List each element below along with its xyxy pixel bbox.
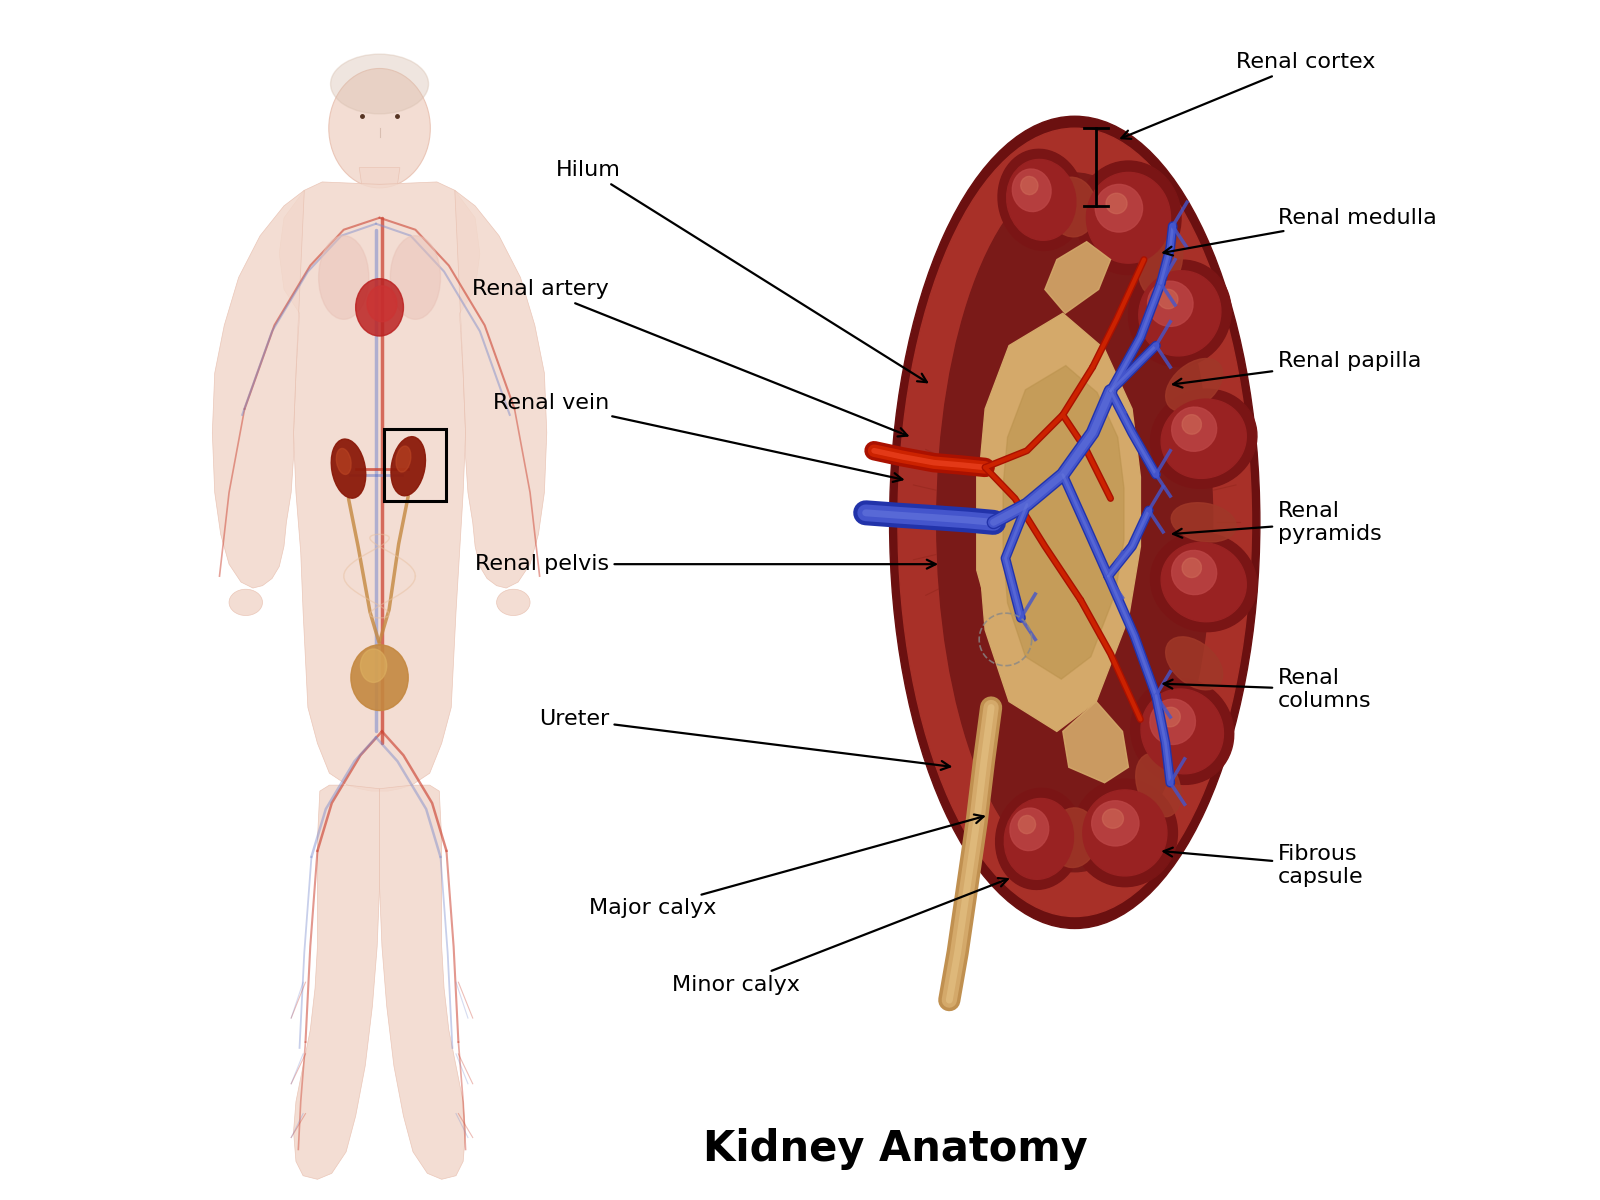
Text: Renal papilla: Renal papilla — [1173, 352, 1421, 388]
Ellipse shape — [1171, 551, 1216, 595]
Polygon shape — [360, 168, 400, 185]
Ellipse shape — [336, 449, 350, 474]
Polygon shape — [379, 785, 466, 1180]
Ellipse shape — [998, 149, 1085, 251]
Ellipse shape — [1128, 260, 1230, 366]
Text: Renal artery: Renal artery — [472, 280, 907, 437]
Ellipse shape — [1150, 389, 1258, 488]
Ellipse shape — [331, 54, 429, 114]
Ellipse shape — [890, 116, 1259, 929]
Ellipse shape — [1050, 808, 1098, 868]
Polygon shape — [979, 313, 1141, 731]
Ellipse shape — [1162, 400, 1246, 479]
Ellipse shape — [328, 68, 430, 188]
Text: Renal
columns: Renal columns — [1163, 668, 1371, 712]
Ellipse shape — [1006, 160, 1075, 240]
Ellipse shape — [1072, 779, 1178, 887]
Bar — [384, 430, 446, 500]
Polygon shape — [213, 191, 304, 588]
Ellipse shape — [1171, 407, 1216, 451]
Ellipse shape — [1131, 678, 1234, 785]
Polygon shape — [1045, 241, 1110, 313]
Ellipse shape — [1010, 808, 1048, 851]
Text: Renal pelvis: Renal pelvis — [475, 554, 936, 574]
Ellipse shape — [1091, 800, 1139, 846]
Ellipse shape — [390, 235, 440, 319]
Text: Renal
pyramids: Renal pyramids — [1173, 500, 1381, 544]
Ellipse shape — [1166, 637, 1222, 690]
Ellipse shape — [496, 589, 530, 616]
Ellipse shape — [1166, 359, 1222, 412]
Text: Kidney Anatomy: Kidney Anatomy — [702, 1128, 1088, 1170]
Ellipse shape — [1171, 503, 1237, 542]
Ellipse shape — [1005, 798, 1074, 880]
Ellipse shape — [1106, 193, 1126, 214]
Ellipse shape — [1018, 816, 1035, 834]
Ellipse shape — [360, 649, 387, 683]
Ellipse shape — [1083, 790, 1166, 876]
Polygon shape — [293, 785, 379, 1180]
Ellipse shape — [355, 278, 403, 336]
Ellipse shape — [1150, 533, 1258, 631]
Ellipse shape — [350, 644, 408, 710]
Ellipse shape — [995, 788, 1082, 889]
Ellipse shape — [1158, 289, 1178, 308]
Ellipse shape — [1139, 228, 1182, 296]
Ellipse shape — [1182, 415, 1202, 434]
Ellipse shape — [331, 439, 366, 498]
Ellipse shape — [1182, 558, 1202, 577]
Ellipse shape — [1086, 173, 1171, 263]
Ellipse shape — [1160, 707, 1181, 727]
Text: Ureter: Ureter — [539, 709, 950, 770]
Polygon shape — [454, 191, 547, 588]
Text: Renal vein: Renal vein — [493, 392, 902, 482]
Ellipse shape — [366, 286, 397, 322]
Ellipse shape — [1162, 542, 1246, 622]
Polygon shape — [1003, 366, 1123, 679]
Ellipse shape — [397, 446, 411, 472]
Polygon shape — [976, 340, 1062, 704]
Ellipse shape — [1048, 178, 1096, 236]
Ellipse shape — [1150, 700, 1195, 744]
Text: Minor calyx: Minor calyx — [672, 878, 1008, 995]
Ellipse shape — [1147, 281, 1194, 326]
Polygon shape — [280, 182, 480, 791]
Text: Fibrous
capsule: Fibrous capsule — [1163, 844, 1363, 887]
Ellipse shape — [318, 235, 370, 319]
Text: Hilum: Hilum — [555, 160, 926, 383]
Ellipse shape — [898, 128, 1251, 917]
Text: Major calyx: Major calyx — [589, 815, 984, 918]
Ellipse shape — [1021, 176, 1038, 194]
Polygon shape — [1062, 702, 1128, 782]
Ellipse shape — [1013, 169, 1051, 211]
Ellipse shape — [1102, 809, 1123, 828]
Ellipse shape — [1136, 754, 1181, 817]
Ellipse shape — [1139, 271, 1221, 356]
Ellipse shape — [1096, 185, 1142, 232]
Text: Renal medulla: Renal medulla — [1163, 208, 1437, 256]
Ellipse shape — [936, 173, 1213, 871]
Ellipse shape — [1075, 161, 1181, 275]
Ellipse shape — [229, 589, 262, 616]
Ellipse shape — [1141, 689, 1224, 774]
Ellipse shape — [390, 437, 426, 496]
Text: Renal cortex: Renal cortex — [1122, 53, 1376, 139]
